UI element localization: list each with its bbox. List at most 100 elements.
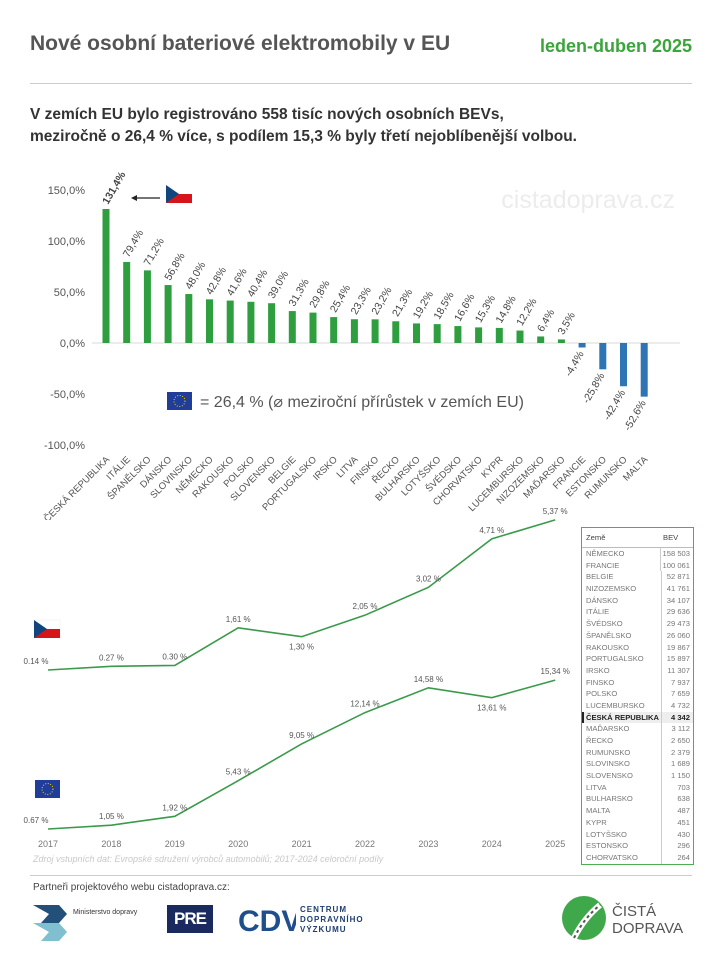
column-header-bev: BEV — [663, 533, 679, 542]
footer-divider — [30, 875, 692, 876]
bar — [123, 262, 131, 343]
eu-flag-icon — [167, 392, 192, 410]
bev-cell: 1 689 — [661, 758, 690, 771]
bev-cell: 264 — [661, 851, 690, 864]
country-cell: LUCEMBURSKO — [586, 700, 645, 710]
year-label: 2024 — [482, 839, 502, 849]
table-row: ŠPANĚLSKO 26 060 — [582, 629, 693, 642]
bev-cell: 451 — [661, 816, 690, 829]
cdv-text-2: DOPRAVNÍHO — [300, 915, 364, 924]
table-row: IRSKO 11 307 — [582, 664, 693, 677]
bar — [350, 319, 358, 343]
series-line-cz — [47, 519, 556, 671]
year-label: 2023 — [418, 839, 438, 849]
bar-value-label: -25,8% — [580, 371, 607, 406]
year-label: 2020 — [228, 839, 248, 849]
country-cell: FINSKO — [586, 677, 615, 687]
year-label: 2018 — [101, 839, 121, 849]
table-row: ŘECKO 2 650 — [582, 735, 693, 747]
bev-cell: 703 — [661, 781, 690, 794]
year-label: 2021 — [292, 839, 312, 849]
table-row: FINSKO 7 937 — [582, 676, 693, 689]
bar — [226, 300, 234, 343]
point-label: 4,71 % — [479, 526, 504, 535]
bar-value-label: -52,6% — [622, 398, 649, 433]
y-tick-label: -50,0% — [50, 389, 85, 401]
bar-value-label: 56,8% — [162, 251, 187, 283]
column-header-country: Země — [586, 533, 606, 542]
subtitle-line-1: V zemích EU bylo registrováno 558 tisíc … — [30, 106, 504, 123]
cdv-logo[interactable]: CDV CENTRUM DOPRAVNÍHO VÝZKUMU — [238, 903, 378, 939]
bar-value-label: -4,4% — [563, 349, 587, 379]
table-row: SLOVENSKO 1 150 — [582, 770, 693, 782]
bar — [413, 323, 420, 343]
table-row: RUMUNSKO 2 379 — [582, 746, 693, 759]
table-row: CHORVATSKO 264 — [582, 851, 693, 864]
country-cell: IRSKO — [586, 665, 610, 675]
bar-value-label: 6,4% — [535, 307, 557, 334]
ministry-logo[interactable]: Ministerstvo dopravy — [33, 905, 163, 941]
bev-cell: 34 107 — [661, 594, 690, 607]
leaf-road-icon — [562, 896, 606, 940]
bev-cell: 4 342 — [661, 711, 690, 724]
country-cell: CHORVATSKO — [586, 852, 638, 862]
table-row: MAĎARSKO 3 112 — [582, 723, 693, 735]
bev-cell: 52 871 — [661, 571, 690, 584]
bev-cell: 100 061 — [659, 559, 690, 572]
country-cell: FRANCIE — [586, 560, 620, 570]
bar-value-label: -42,4% — [601, 388, 628, 423]
bar — [268, 303, 276, 343]
point-label: 3,02 % — [416, 574, 441, 583]
bev-cell: 638 — [661, 793, 690, 806]
table-header: Země BEV — [582, 528, 693, 548]
point-label: 9,05 % — [289, 731, 314, 740]
country-cell: BELGIE — [586, 572, 614, 582]
point-label: 1,05 % — [99, 812, 124, 821]
bar-value-label: 71,2% — [142, 236, 167, 268]
country-cell: MALTA — [586, 806, 611, 816]
point-label: 14,58 % — [414, 675, 443, 684]
year-label: 2017 — [38, 839, 58, 849]
bar — [392, 321, 400, 343]
subtitle-line-2: meziročně o 26,4 % více, s podílem 15,3 … — [30, 128, 577, 145]
point-label: 5,37 % — [543, 507, 568, 516]
table-row: ESTONSKO 296 — [582, 840, 693, 852]
bar — [247, 301, 255, 343]
table-row: NĚMECKO 158 503 — [582, 548, 693, 560]
country-cell: SLOVENSKO — [586, 771, 633, 781]
country-cell: ŘECKO — [586, 736, 614, 745]
point-label: 12,14 % — [350, 700, 379, 709]
eu-average-note: = 26,4 % (⌀ meziroční přírůstek v zemích… — [200, 393, 524, 411]
point-label: 1,30 % — [289, 643, 314, 652]
bar — [516, 330, 524, 343]
bar — [578, 343, 586, 348]
y-tick-label: -100,0% — [44, 440, 85, 452]
point-label: 1,92 % — [162, 803, 187, 812]
bev-cell: 29 636 — [661, 606, 690, 619]
watermark: cistadoprava.cz — [501, 186, 675, 214]
country-cell: ŠPANĚLSKO — [586, 630, 632, 640]
table-row: KYPR 451 — [582, 816, 693, 829]
bar — [454, 326, 462, 343]
table-row: BELGIE 52 871 — [582, 571, 693, 584]
country-cell: KYPR — [586, 817, 607, 827]
bar — [433, 324, 441, 343]
bar — [206, 299, 213, 343]
point-label: 0.30 % — [162, 652, 187, 661]
bar — [288, 311, 296, 343]
pre-logo[interactable]: PRE — [167, 905, 213, 933]
divider — [30, 83, 692, 84]
cista-doprava-logo[interactable]: ČISTÁ DOPRAVA — [560, 893, 695, 943]
source-note: Zdroj vstupních dat: Evropské sdružení v… — [33, 854, 384, 864]
point-label: 5,43 % — [226, 768, 251, 777]
point-label: 0.67 % — [24, 816, 49, 825]
bar — [371, 319, 379, 343]
partners-label: Partneři projektového webu cistadoprava.… — [33, 882, 230, 893]
country-cell: ŠVÉDSKO — [586, 619, 623, 629]
bar-value-label: 3,5% — [556, 310, 578, 337]
bar-value-label: 12,2% — [514, 296, 539, 328]
logo-text-2: DOPRAVA — [612, 920, 684, 937]
bev-cell: 487 — [661, 805, 690, 817]
subtitle: V zemích EU bylo registrováno 558 tisíc … — [30, 104, 577, 148]
bev-cell: 41 761 — [661, 583, 690, 595]
